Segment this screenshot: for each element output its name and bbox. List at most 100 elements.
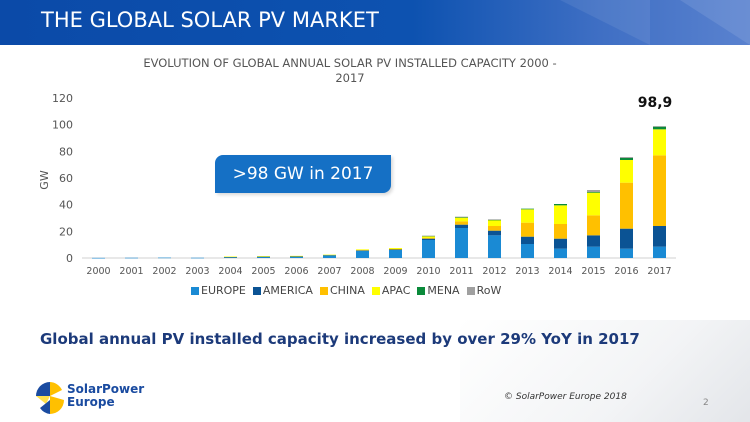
bar-segment-europe-2001 [125, 257, 138, 259]
x-tick-label: 2010 [416, 266, 440, 277]
bar-segment-apac-2005 [257, 256, 270, 257]
y-tick-label: 60 [59, 172, 73, 185]
legend-swatch [319, 286, 328, 295]
legend-item-row: RoW [466, 284, 502, 297]
background-decoration [460, 320, 750, 422]
bar-segment-europe-2002 [158, 257, 171, 259]
x-tick-label: 2015 [581, 266, 605, 277]
bar-segment-america-2011 [455, 224, 468, 228]
bar-segment-america-2015 [587, 235, 600, 247]
bar-segment-europe-2015 [587, 246, 600, 258]
bar-segment-apac-2012 [488, 220, 501, 226]
bar-segment-europe-2010 [422, 240, 435, 258]
bar-segment-america-2017 [653, 226, 666, 247]
bar-segment-row-2015 [587, 190, 600, 192]
bar-segment-mena-2017 [653, 126, 666, 130]
legend-label: CHINA [329, 284, 365, 297]
bar-segment-europe-2009 [389, 250, 402, 258]
y-tick-label: 40 [59, 199, 73, 212]
bar-segment-apac-2016 [620, 160, 633, 183]
bar-segment-america-2005 [257, 256, 270, 258]
bar-segment-china-2017 [653, 155, 666, 226]
x-tick-label: 2009 [383, 266, 407, 277]
bar-segment-europe-2003 [191, 257, 204, 259]
bar-segment-china-2011 [455, 221, 468, 225]
x-tick-label: 2004 [218, 266, 242, 277]
bar-segment-apac-2014 [554, 205, 567, 224]
x-tick-label: 2005 [251, 266, 275, 277]
x-tick-label: 2016 [614, 266, 638, 277]
x-tick-label: 2014 [548, 266, 572, 277]
bar-segment-america-2009 [389, 249, 402, 250]
bar-segment-europe-2011 [455, 228, 468, 258]
x-tick-label: 2011 [449, 266, 473, 277]
bar-segment-apac-2006 [290, 255, 303, 257]
bar-segment-europe-2000 [92, 257, 105, 259]
legend-label: RoW [476, 284, 502, 297]
header-decoration [680, 0, 750, 45]
header-decoration [560, 0, 650, 45]
bar-segment-china-2013 [521, 222, 534, 237]
y-tick-label: 120 [52, 92, 73, 105]
bar-segment-europe-2017 [653, 246, 666, 258]
x-tick-label: 2017 [647, 266, 671, 277]
logo-text: SolarPower Europe [67, 383, 144, 409]
bar-segment-china-2015 [587, 215, 600, 236]
bar-segment-apac-2009 [389, 248, 402, 249]
x-tick-label: 2003 [185, 266, 209, 277]
bar-segment-mena-2016 [620, 158, 633, 160]
x-tick-label: 2000 [86, 266, 110, 277]
legend-label: EUROPE [201, 284, 246, 297]
bar-segment-apac-2015 [587, 192, 600, 216]
bar-segment-apac-2011 [455, 217, 468, 222]
callout-box: >98 GW in 2017 [215, 155, 391, 193]
bar-segment-apac-2008 [356, 249, 369, 250]
page-number: 2 [703, 398, 709, 408]
bar-segment-apac-2007 [323, 254, 336, 256]
bar-segment-apac-2010 [422, 236, 435, 238]
legend-item-europe: EUROPE [191, 284, 246, 297]
bar-segment-america-2006 [290, 256, 303, 257]
y-tick-label: 0 [66, 252, 73, 265]
copyright: © SolarPower Europe 2018 [504, 392, 627, 402]
x-tick-label: 2013 [515, 266, 539, 277]
legend-swatch [371, 286, 380, 295]
bar-segment-row-2016 [620, 157, 633, 158]
bar-segment-china-2010 [422, 238, 435, 239]
bar-segment-row-2011 [455, 216, 468, 218]
x-tick-label: 2006 [284, 266, 308, 277]
legend-item-mena: MENA [417, 284, 460, 297]
bar-segment-apac-2017 [653, 129, 666, 156]
legend-swatch [466, 286, 475, 295]
bar-segment-china-2012 [488, 226, 501, 231]
legend-item-apac: APAC [371, 284, 410, 297]
y-tick-label: 20 [59, 225, 73, 238]
bar-segment-apac-2013 [521, 209, 534, 223]
bar-segment-america-2010 [422, 238, 435, 240]
bar-segment-china-2016 [620, 182, 633, 229]
bar-segment-mena-2011 [455, 217, 468, 218]
chart-legend: EUROPE AMERICA CHINA APAC MENA RoW [191, 284, 501, 297]
bar-segment-mena-2012 [488, 219, 501, 221]
y-tick-label: 80 [59, 145, 73, 158]
x-tick-label: 2012 [482, 266, 506, 277]
bar-segment-apac-2004 [224, 256, 237, 258]
bar-segment-america-2012 [488, 230, 501, 236]
bar-segment-china-2008 [356, 249, 369, 251]
bars [92, 126, 666, 259]
headline: Global annual PV installed capacity incr… [40, 330, 640, 348]
bar-segment-europe-2013 [521, 244, 534, 258]
legend-swatch [252, 286, 261, 295]
bar-segment-america-2013 [521, 236, 534, 244]
bar-segment-america-2016 [620, 228, 633, 249]
y-axis-label: GW [38, 170, 51, 190]
bar-segment-europe-2006 [290, 256, 303, 258]
bar-segment-row-2017 [653, 126, 666, 127]
legend-item-america: AMERICA [252, 284, 313, 297]
legend-swatch [417, 286, 426, 295]
bar-segment-mena-2013 [521, 208, 534, 210]
y-axis: 0 20 40 60 80 100 120 [52, 92, 73, 265]
chart-title-line-1: EVOLUTION OF GLOBAL ANNUAL SOLAR PV INST… [143, 56, 557, 70]
x-tick-label: 2001 [119, 266, 143, 277]
